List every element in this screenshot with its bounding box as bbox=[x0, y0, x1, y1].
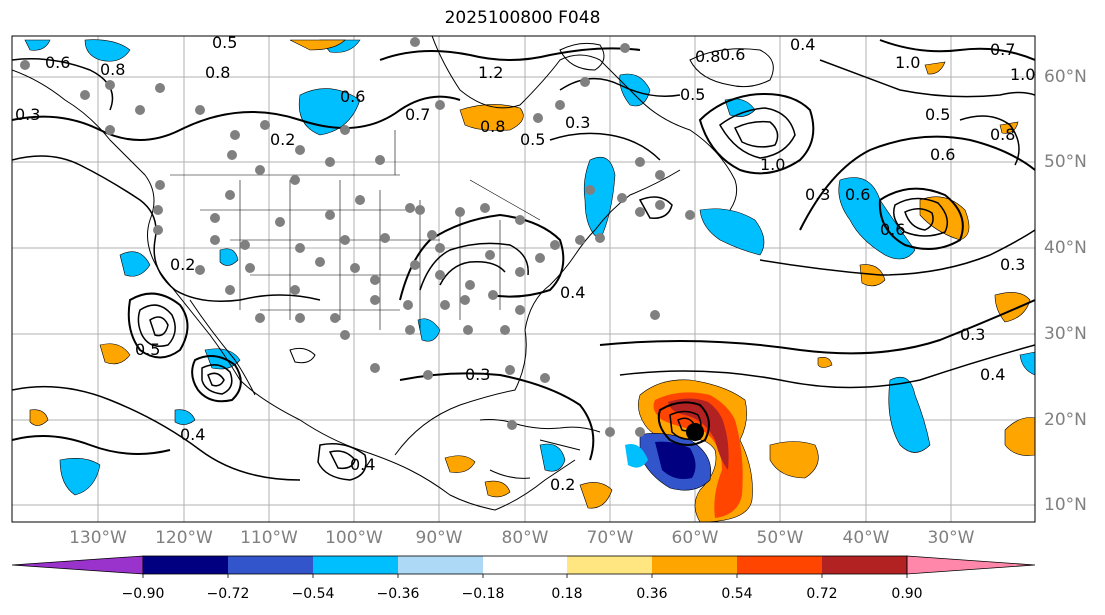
contour-label: 0.6 bbox=[45, 53, 70, 72]
contour-label: 0.3 bbox=[960, 325, 985, 344]
contour-label: 0.8 bbox=[205, 63, 230, 82]
colorbar-segment bbox=[567, 556, 652, 574]
colorbar-tick-label: 0.72 bbox=[806, 586, 838, 602]
plot-frame bbox=[11, 35, 1036, 523]
lon-label: 100°W bbox=[325, 528, 383, 548]
colorbar bbox=[11, 555, 1036, 578]
contour-label: 0.4 bbox=[180, 425, 205, 444]
contour-lines bbox=[12, 39, 1035, 481]
contour-label: 0.3 bbox=[1000, 255, 1025, 274]
contour-label: 0.5 bbox=[925, 105, 950, 124]
colorbar-segment bbox=[398, 556, 483, 574]
colorbar-frame bbox=[142, 555, 908, 575]
colorbar-segment bbox=[652, 556, 737, 574]
contour-label: 0.4 bbox=[790, 35, 815, 54]
station-dots bbox=[20, 37, 695, 437]
contour-label: 0.6 bbox=[930, 145, 955, 164]
lon-label: 120°W bbox=[155, 528, 213, 548]
colorbar-tick-label: 0.54 bbox=[721, 586, 753, 602]
lat-label: 30°N bbox=[1044, 324, 1087, 344]
lat-label: 20°N bbox=[1044, 410, 1087, 430]
colorbar-extend-low bbox=[11, 555, 144, 575]
colorbar-segment bbox=[228, 556, 313, 574]
contour-label: 0.4 bbox=[560, 283, 585, 302]
lon-label: 80°W bbox=[501, 528, 549, 548]
colorbar-ticks bbox=[142, 574, 908, 578]
colorbar-tick-label: 0.36 bbox=[636, 586, 668, 602]
contour-label: 0.5 bbox=[520, 130, 545, 149]
lon-label: 30°W bbox=[927, 528, 975, 548]
contour-label: 0.3 bbox=[565, 113, 590, 132]
contour-label: 0.5 bbox=[212, 33, 237, 52]
hurricane-shading bbox=[625, 379, 753, 522]
contour-label: 0.6 bbox=[880, 220, 905, 239]
lat-label: 40°N bbox=[1044, 238, 1087, 258]
contour-label: 0.4 bbox=[980, 365, 1005, 384]
lon-label: 130°W bbox=[69, 528, 127, 548]
lon-label: 60°W bbox=[671, 528, 719, 548]
contour-label: 0.8 bbox=[480, 117, 505, 136]
colorbar-segment bbox=[483, 556, 567, 574]
colorbar-segment bbox=[822, 556, 907, 574]
lat-label: 50°N bbox=[1044, 152, 1087, 172]
contour-label: 1.0 bbox=[1010, 65, 1035, 84]
state-borders bbox=[170, 130, 541, 330]
colorbar-tick-label: −0.36 bbox=[376, 586, 420, 602]
colorbar-tick-label: −0.90 bbox=[121, 586, 165, 602]
contour-label: 0.6 bbox=[720, 45, 745, 64]
hurricane-center-marker bbox=[686, 423, 704, 441]
map-title: 2025100800 F048 bbox=[444, 8, 601, 28]
contour-label: 0.6 bbox=[845, 185, 870, 204]
colorbar-segment bbox=[737, 556, 822, 574]
contour-label: 0.8 bbox=[695, 47, 720, 66]
contour-label: 0.7 bbox=[990, 40, 1015, 59]
lat-label: 10°N bbox=[1044, 495, 1087, 515]
lon-label: 70°W bbox=[586, 528, 634, 548]
lat-label: 60°N bbox=[1044, 67, 1087, 87]
lon-label: 40°W bbox=[842, 528, 890, 548]
colorbar-segment bbox=[143, 556, 228, 574]
colorbar-tick-label: −0.72 bbox=[206, 586, 250, 602]
colorbar-tick-label: −0.18 bbox=[461, 586, 505, 602]
contour-label: 0.2 bbox=[270, 130, 295, 149]
contour-label: 0.2 bbox=[550, 475, 575, 494]
contour-label: 0.3 bbox=[805, 185, 830, 204]
colorbar-extend-high bbox=[906, 555, 1036, 575]
colorbar-tick-label: 0.18 bbox=[551, 586, 583, 602]
contour-label: 0.6 bbox=[340, 87, 365, 106]
contour-label: 0.8 bbox=[990, 125, 1015, 144]
contour-label: 1.0 bbox=[760, 155, 785, 174]
contour-label: 0.4 bbox=[350, 455, 375, 474]
contour-label: 0.3 bbox=[465, 365, 490, 384]
coastlines bbox=[12, 36, 774, 511]
lon-label: 110°W bbox=[240, 528, 298, 548]
contour-label: 0.8 bbox=[100, 60, 125, 79]
colorbar-tick-label: 0.90 bbox=[891, 586, 923, 602]
colorbar-segment bbox=[313, 556, 398, 574]
contour-label: 0.3 bbox=[15, 105, 40, 124]
contour-label: 1.2 bbox=[478, 63, 503, 82]
lon-label: 50°W bbox=[756, 528, 804, 548]
contour-label: 0.5 bbox=[680, 85, 705, 104]
contour-label: 0.2 bbox=[170, 255, 195, 274]
contour-label: 0.7 bbox=[405, 105, 430, 124]
lon-label: 90°W bbox=[415, 528, 463, 548]
contour-labels: 0.5 0.6 0.8 0.6 0.7 0.2 0.3 0.8 0.6 1.0 … bbox=[15, 33, 1035, 494]
contour-label: 0.5 bbox=[135, 340, 160, 359]
colorbar-tick-label: −0.54 bbox=[291, 586, 335, 602]
contour-label: 1.0 bbox=[895, 53, 920, 72]
